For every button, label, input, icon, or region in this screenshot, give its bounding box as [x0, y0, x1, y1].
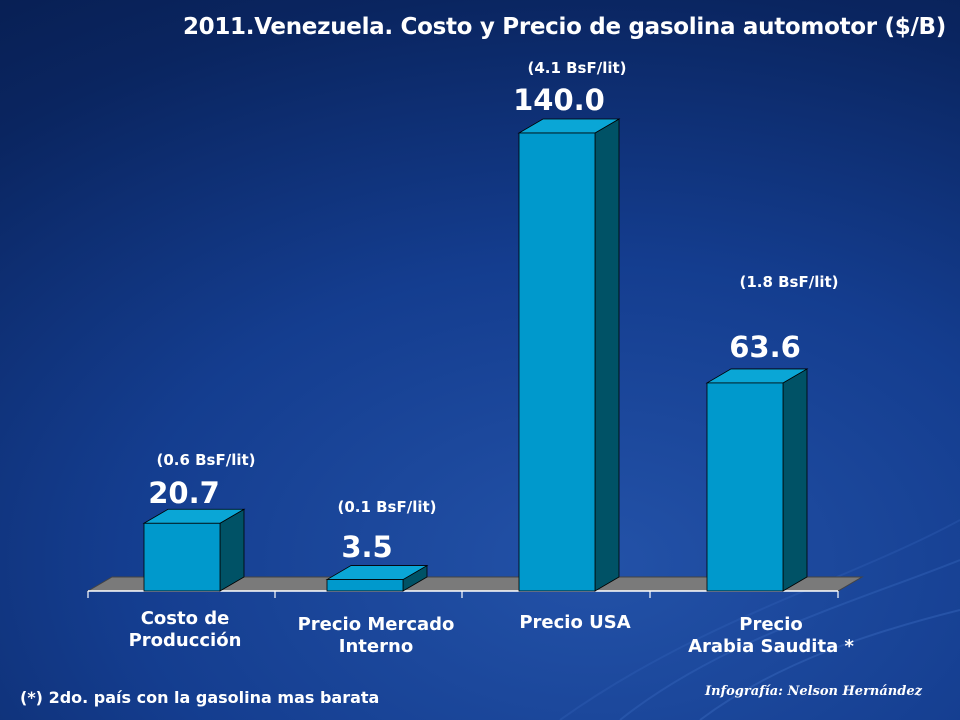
x-tick-label: Precio USA	[475, 612, 675, 634]
credit: Infografía: Nelson Hernández	[705, 684, 922, 699]
x-tick-label: Precio Mercado Interno	[276, 614, 476, 658]
annotation-label: (1.8 BsF/lit)	[739, 273, 838, 291]
bar-side	[782, 368, 808, 592]
annotation-label: (4.1 BsF/lit)	[527, 59, 626, 77]
x-tick-label-line: Interno	[338, 636, 414, 657]
x-tick-label-line: Arabia Saudita *	[688, 636, 854, 657]
data-label: 20.7	[148, 476, 220, 510]
bar	[517, 118, 621, 592]
chart-title: 2011.Venezuela. Costo y Precio de gasoli…	[182, 14, 946, 40]
bar-front	[143, 522, 221, 592]
bar	[142, 508, 246, 592]
bar-side	[594, 118, 620, 592]
data-label: 63.6	[729, 330, 801, 364]
x-tick-label-line: Precio	[739, 614, 803, 635]
bar-front	[706, 382, 784, 592]
x-tick-label-line: Producción	[128, 630, 242, 651]
bar	[325, 564, 429, 592]
x-tick-label-line: Precio USA	[519, 612, 631, 633]
annotation-label: (0.6 BsF/lit)	[156, 451, 255, 469]
x-tick-label: Costo de Producción	[85, 608, 285, 652]
x-tick-label: Precio Arabia Saudita *	[671, 614, 871, 658]
data-label: 140.0	[513, 83, 605, 117]
annotation-label: (0.1 BsF/lit)	[337, 498, 436, 516]
footnote: (*) 2do. país con la gasolina mas barata	[20, 688, 380, 707]
bar-front	[326, 579, 404, 592]
x-tick-label-line: Costo de	[140, 608, 230, 629]
data-label: 3.5	[341, 530, 392, 564]
bar-front	[518, 132, 596, 592]
bar	[705, 368, 809, 592]
x-tick-label-line: Precio Mercado	[297, 614, 455, 635]
